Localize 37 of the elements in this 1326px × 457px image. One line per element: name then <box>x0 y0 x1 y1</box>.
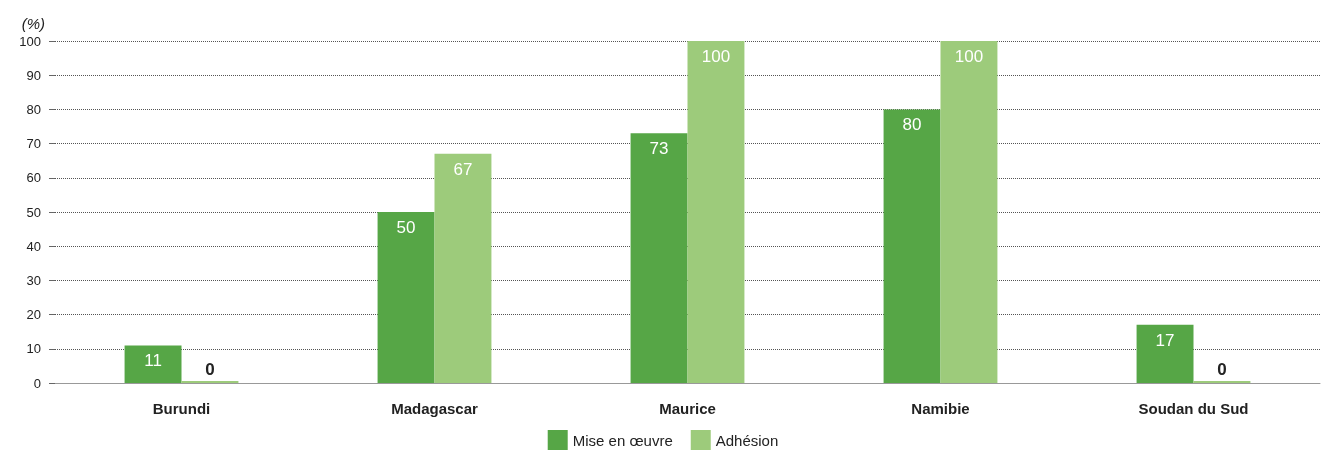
legend-label: Mise en œuvre <box>572 431 673 449</box>
data-label: 0 <box>1217 360 1227 379</box>
data-label: 100 <box>701 47 731 66</box>
data-label: 73 <box>649 139 669 159</box>
bar <box>687 41 745 383</box>
bar <box>883 109 941 383</box>
x-tick-label: Burundi <box>152 400 211 417</box>
y-tick-label: 70 <box>26 136 41 152</box>
y-tick-label: 100 <box>19 33 41 49</box>
data-label: 17 <box>1155 330 1175 350</box>
data-label: 67 <box>453 159 473 179</box>
bar <box>124 345 182 383</box>
y-axis-title: (%) <box>21 15 45 32</box>
data-label: 80 <box>902 115 922 135</box>
bar <box>1136 324 1194 383</box>
data-label: 50 <box>396 218 416 237</box>
y-tick-label: 0 <box>33 375 41 391</box>
bar <box>630 133 688 383</box>
bar <box>377 212 435 383</box>
data-label: 11 <box>144 351 162 371</box>
y-tick-label: 40 <box>26 238 41 254</box>
y-tick-label: 30 <box>26 272 41 288</box>
data-label: 0 <box>205 360 215 379</box>
y-tick-label: 20 <box>26 307 41 323</box>
y-tick-label: 80 <box>26 101 41 117</box>
data-label: 100 <box>954 47 984 66</box>
bar <box>434 153 492 383</box>
y-tick-label: 60 <box>26 170 41 186</box>
x-tick-label: Namibie <box>911 400 970 417</box>
bar <box>940 41 998 383</box>
x-tick-label: Madagascar <box>391 400 479 417</box>
legend-label: Adhésion <box>715 431 779 449</box>
x-tick-label: Maurice <box>659 400 716 417</box>
x-tick-label: Soudan du Sud <box>1138 400 1249 417</box>
y-tick-label: 50 <box>26 204 41 220</box>
y-tick-label: 90 <box>26 67 41 83</box>
y-tick-label: 10 <box>26 341 41 357</box>
